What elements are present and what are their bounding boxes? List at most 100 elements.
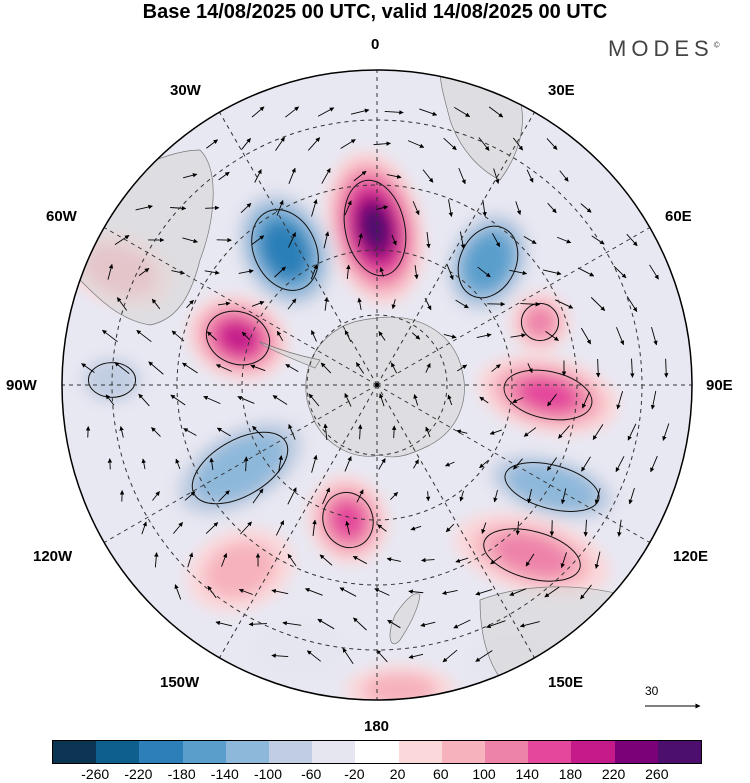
wind-vector xyxy=(379,393,385,407)
wind-vector xyxy=(346,264,351,280)
wind-vector xyxy=(442,649,458,663)
wind-vector xyxy=(274,266,286,278)
negative-anomaly xyxy=(250,620,350,680)
wind-vector xyxy=(152,491,160,501)
polar-stereographic-map xyxy=(61,69,701,709)
wind-vector xyxy=(407,140,425,148)
wind-vector xyxy=(154,552,159,568)
positive-anomaly xyxy=(325,151,425,305)
wind-vector xyxy=(378,331,386,341)
wind-vector xyxy=(251,235,265,245)
wind-vector xyxy=(509,588,527,596)
map-border xyxy=(61,69,693,701)
wind-vector xyxy=(317,107,335,117)
wind-vector xyxy=(628,487,635,505)
colorbar-tick-label: -100 xyxy=(253,766,283,782)
wind-vector xyxy=(615,456,625,473)
wind-vector xyxy=(448,199,454,217)
wind-vector xyxy=(616,327,625,346)
new-zealand xyxy=(389,593,421,645)
wind-vector xyxy=(475,650,493,662)
wind-vector xyxy=(456,429,468,434)
positive-anomaly xyxy=(454,512,610,598)
wind-vector xyxy=(558,425,570,439)
wind-vector xyxy=(340,139,356,149)
wind-vector xyxy=(254,169,262,183)
modes-logo: MODES© xyxy=(608,36,720,62)
wind-vector xyxy=(582,391,590,409)
wind-vector xyxy=(107,263,114,280)
wind-vector xyxy=(240,521,252,535)
wind-vector xyxy=(241,137,251,150)
wind-vector xyxy=(616,390,624,410)
wind-vector xyxy=(447,394,453,406)
wind-vector xyxy=(141,458,146,470)
wind-vector xyxy=(319,554,333,566)
wind-vector xyxy=(663,358,669,378)
contour-line xyxy=(457,225,519,299)
wind-vector xyxy=(151,298,161,310)
negative-anomaly xyxy=(74,352,150,408)
wind-vector xyxy=(206,331,218,341)
colorbar-tick-label: 20 xyxy=(389,766,406,782)
wind-vector xyxy=(413,394,419,406)
wind-vector xyxy=(391,425,397,439)
wind-vector xyxy=(557,236,572,244)
wind-vector xyxy=(478,137,490,151)
wind-vector xyxy=(445,523,455,533)
wind-vector xyxy=(81,363,95,373)
wind-vector xyxy=(248,621,267,627)
wind-vector xyxy=(626,296,638,312)
wind-vector xyxy=(488,106,504,118)
wind-vector xyxy=(187,552,194,568)
wind-vector xyxy=(218,490,230,502)
wind-vector xyxy=(546,457,558,471)
wind-vector xyxy=(345,520,350,535)
colorbar-tick-label: 140 xyxy=(515,766,539,782)
wind-vector xyxy=(491,233,501,248)
wind-vector xyxy=(151,427,161,437)
wind-vector xyxy=(183,428,197,436)
wind-vector xyxy=(311,329,317,342)
wind-vector xyxy=(544,586,560,598)
contour-line xyxy=(205,310,271,366)
wind-vector xyxy=(476,333,492,338)
wind-vector xyxy=(276,200,284,216)
colorbar-tick-label: -260 xyxy=(81,766,110,782)
wind-vector xyxy=(250,364,266,372)
colorbar-swatch xyxy=(225,741,270,763)
colorbar-tick-label: 100 xyxy=(472,766,496,782)
antarctic-peninsula xyxy=(259,341,321,369)
wind-vector xyxy=(477,266,491,278)
wind-vector xyxy=(527,363,533,374)
wind-vector xyxy=(509,269,528,276)
wind-vector xyxy=(379,267,384,277)
wind-vector xyxy=(445,461,455,467)
wind-vector xyxy=(276,330,284,342)
lon-label-90w: 90W xyxy=(6,377,37,394)
wind-vector xyxy=(391,299,396,310)
wind-vector xyxy=(184,491,196,501)
wind-vector xyxy=(339,587,357,597)
colorbar-swatch xyxy=(657,741,702,763)
wind-vector xyxy=(454,107,471,117)
wind-vector xyxy=(547,202,557,214)
wind-vector xyxy=(580,327,592,345)
wind-vector xyxy=(420,621,436,628)
wind-vector xyxy=(419,108,438,116)
wind-vector xyxy=(344,392,352,407)
wind-vector xyxy=(490,555,502,565)
wind-vector xyxy=(479,459,489,469)
wind-vector xyxy=(308,393,320,407)
wind-vector xyxy=(136,329,152,343)
wind-vector xyxy=(237,396,255,404)
wind-vector xyxy=(459,231,466,249)
wind-vector xyxy=(493,168,500,184)
lon-label-150e: 150E xyxy=(548,674,584,691)
positive-anomaly xyxy=(345,665,455,700)
wind-vector xyxy=(170,394,186,406)
lon-label-180: 180 xyxy=(364,718,390,735)
wind-vector xyxy=(510,333,526,338)
wind-vector xyxy=(102,329,118,343)
wind-vector xyxy=(591,235,605,245)
